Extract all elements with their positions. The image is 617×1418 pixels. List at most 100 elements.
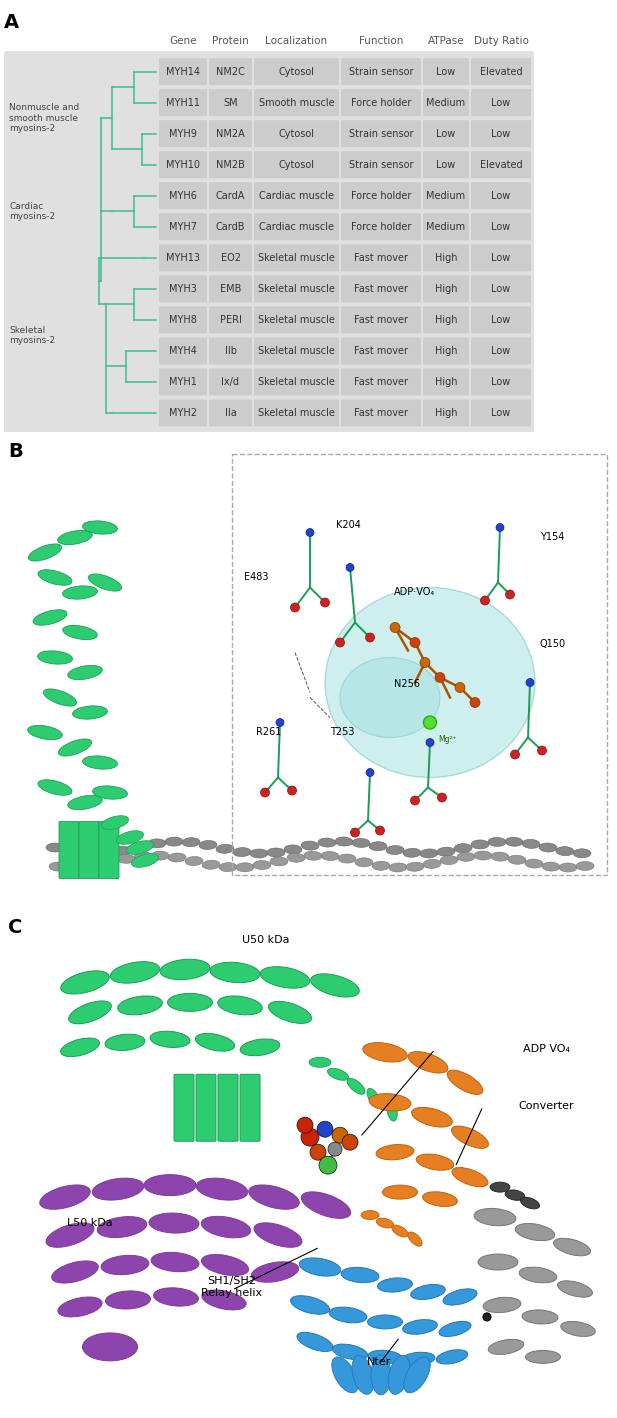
FancyBboxPatch shape: [159, 152, 207, 179]
FancyBboxPatch shape: [254, 275, 339, 302]
Text: ADP·VO₄: ADP·VO₄: [394, 587, 435, 597]
Ellipse shape: [83, 756, 117, 769]
Text: Cardiac
myosins-2: Cardiac myosins-2: [9, 201, 55, 221]
Ellipse shape: [250, 849, 268, 858]
Text: Converter: Converter: [518, 1100, 574, 1112]
Ellipse shape: [101, 815, 128, 830]
Ellipse shape: [291, 1296, 329, 1314]
Ellipse shape: [372, 861, 390, 871]
FancyBboxPatch shape: [341, 400, 421, 427]
Ellipse shape: [38, 570, 72, 586]
Text: A: A: [4, 13, 19, 33]
FancyBboxPatch shape: [423, 121, 469, 147]
FancyBboxPatch shape: [159, 244, 207, 271]
Ellipse shape: [268, 1001, 312, 1024]
FancyBboxPatch shape: [159, 58, 207, 85]
Ellipse shape: [435, 672, 445, 682]
Ellipse shape: [454, 844, 472, 852]
Ellipse shape: [151, 851, 169, 861]
FancyBboxPatch shape: [254, 152, 339, 179]
Ellipse shape: [134, 852, 152, 861]
Ellipse shape: [301, 1129, 319, 1146]
Ellipse shape: [66, 864, 84, 872]
Ellipse shape: [93, 786, 128, 800]
FancyBboxPatch shape: [341, 183, 421, 210]
Ellipse shape: [346, 563, 354, 571]
Text: MYH7: MYH7: [169, 221, 197, 231]
Ellipse shape: [304, 851, 322, 861]
Text: R261: R261: [255, 727, 281, 737]
FancyBboxPatch shape: [341, 89, 421, 116]
Text: Cardiac muscle: Cardiac muscle: [259, 191, 334, 201]
Ellipse shape: [426, 739, 434, 746]
Ellipse shape: [60, 1038, 99, 1056]
Text: Fast mover: Fast mover: [354, 346, 408, 356]
Ellipse shape: [267, 848, 285, 856]
Ellipse shape: [483, 1313, 491, 1322]
Ellipse shape: [457, 852, 475, 861]
Text: Skeletal muscle: Skeletal muscle: [258, 346, 335, 356]
Text: MYH14: MYH14: [166, 67, 200, 77]
Ellipse shape: [352, 838, 370, 848]
Ellipse shape: [196, 1178, 248, 1200]
Text: CardB: CardB: [216, 221, 245, 231]
Ellipse shape: [361, 1211, 379, 1219]
FancyBboxPatch shape: [159, 121, 207, 147]
FancyBboxPatch shape: [196, 1075, 216, 1141]
Text: Nonmuscle and
smooth muscle
myosins-2: Nonmuscle and smooth muscle myosins-2: [9, 104, 79, 133]
Ellipse shape: [559, 864, 577, 872]
Ellipse shape: [576, 862, 594, 871]
Ellipse shape: [325, 587, 535, 777]
Ellipse shape: [309, 1058, 331, 1068]
Bar: [232, 455, 607, 875]
FancyBboxPatch shape: [99, 821, 119, 879]
Ellipse shape: [319, 1156, 337, 1174]
Ellipse shape: [97, 848, 115, 858]
Text: MYH3: MYH3: [169, 284, 197, 294]
Text: MYH6: MYH6: [169, 191, 197, 201]
FancyBboxPatch shape: [159, 306, 207, 333]
Text: High: High: [435, 377, 457, 387]
Ellipse shape: [60, 971, 109, 994]
Ellipse shape: [474, 851, 492, 861]
Ellipse shape: [338, 854, 356, 864]
Ellipse shape: [347, 1078, 365, 1095]
Text: SM: SM: [223, 98, 238, 108]
Ellipse shape: [491, 852, 509, 861]
Ellipse shape: [561, 1322, 595, 1336]
Ellipse shape: [455, 682, 465, 692]
Ellipse shape: [118, 995, 162, 1015]
Ellipse shape: [368, 1314, 402, 1329]
Text: MYH10: MYH10: [166, 160, 200, 170]
Ellipse shape: [406, 862, 424, 871]
FancyBboxPatch shape: [254, 58, 339, 85]
Text: Medium: Medium: [426, 221, 466, 231]
Text: EO2: EO2: [220, 252, 241, 262]
Text: Cytosol: Cytosol: [278, 129, 315, 139]
Text: Skeletal muscle: Skeletal muscle: [258, 252, 335, 262]
Text: PERI: PERI: [220, 315, 241, 325]
Ellipse shape: [321, 851, 339, 861]
Ellipse shape: [440, 855, 458, 865]
Text: Gene: Gene: [169, 35, 197, 45]
Ellipse shape: [329, 1307, 367, 1323]
Ellipse shape: [151, 1252, 199, 1272]
Ellipse shape: [260, 788, 270, 797]
Ellipse shape: [437, 793, 447, 803]
Ellipse shape: [58, 530, 93, 545]
FancyBboxPatch shape: [423, 183, 469, 210]
Ellipse shape: [297, 1333, 333, 1351]
Ellipse shape: [452, 1126, 489, 1149]
Ellipse shape: [423, 859, 441, 868]
Text: High: High: [435, 315, 457, 325]
Ellipse shape: [369, 1093, 411, 1110]
Text: Low: Low: [491, 191, 511, 201]
FancyBboxPatch shape: [159, 275, 207, 302]
Ellipse shape: [437, 847, 455, 856]
Ellipse shape: [320, 598, 329, 607]
Ellipse shape: [423, 716, 436, 729]
FancyBboxPatch shape: [254, 244, 339, 271]
FancyBboxPatch shape: [254, 121, 339, 147]
FancyBboxPatch shape: [159, 400, 207, 427]
Ellipse shape: [553, 1238, 590, 1256]
